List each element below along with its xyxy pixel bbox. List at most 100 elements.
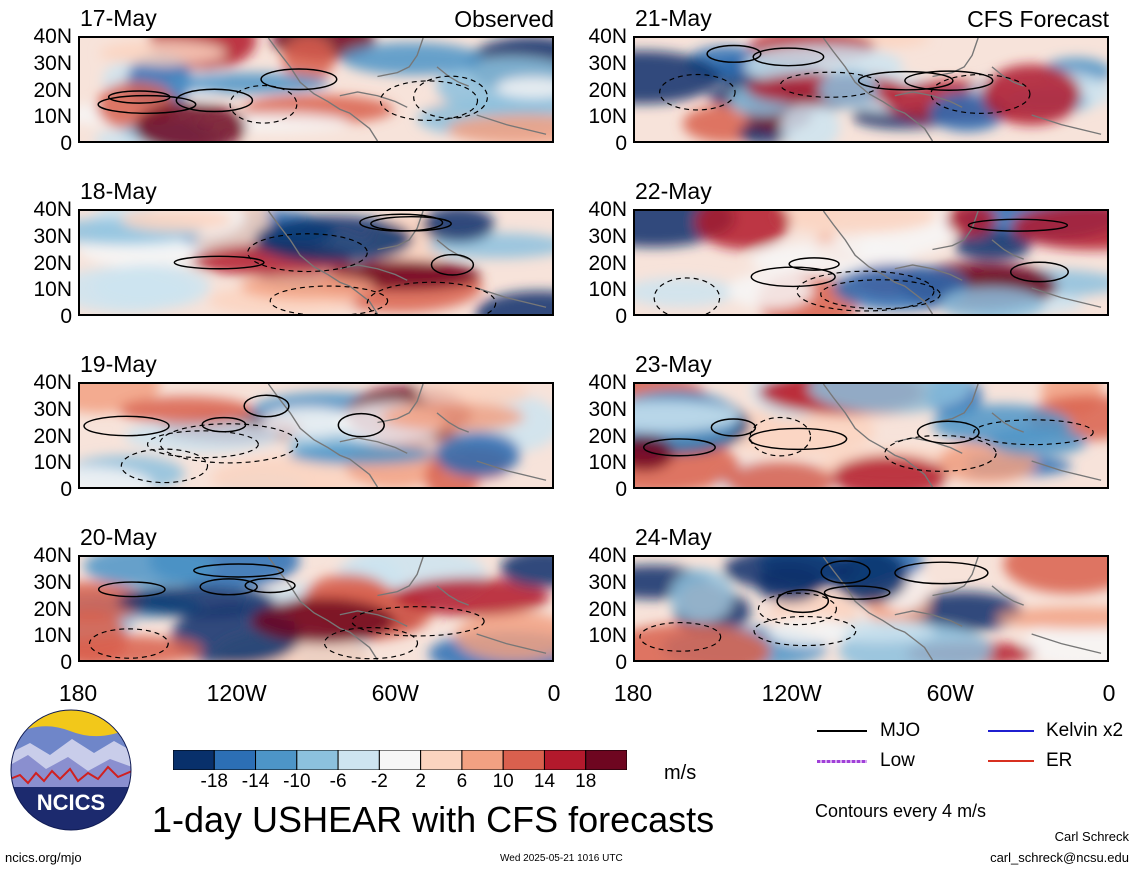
colorbar-swatch — [255, 749, 298, 771]
map-frame — [633, 382, 1109, 489]
lat-tick-label: 40N — [588, 25, 627, 48]
mjo-contour-negative — [366, 281, 497, 314]
panel-date: 22-May — [635, 178, 712, 204]
colorbar — [172, 749, 628, 771]
shear-anomaly — [99, 40, 226, 66]
coastline — [267, 557, 547, 660]
colorbar-swatch — [502, 749, 545, 771]
panel-date: 17-May — [80, 5, 157, 31]
shear-field — [80, 384, 552, 487]
shear-field — [635, 38, 1107, 141]
shear-anomaly — [124, 419, 280, 453]
shear-anomaly — [118, 396, 254, 425]
coastline — [822, 38, 1102, 141]
legend-kelvin-label: Kelvin x2 — [1046, 720, 1124, 741]
lat-tick-label: 30N — [33, 570, 72, 594]
panel-date: 23-May — [635, 351, 712, 377]
lon-tick-label: 0 — [1102, 680, 1116, 706]
shear-anomaly — [725, 462, 835, 487]
shear-anomaly — [905, 591, 1023, 632]
mjo-contour-positive — [894, 561, 989, 585]
mjo-contour-positive — [83, 415, 170, 437]
colorbar-swatch — [461, 749, 504, 771]
colorbar-tick-label: 14 — [533, 771, 556, 792]
map-frame — [78, 209, 554, 316]
lat-tick-label: 40N — [588, 544, 627, 567]
shear-anomaly — [447, 114, 552, 141]
ncics-logo: NCICS — [10, 709, 132, 831]
legend-er-line — [988, 760, 1034, 762]
mjo-contour-positive — [904, 70, 994, 91]
mjo-contour-negative — [323, 626, 419, 660]
mjo-contour-positive — [337, 412, 385, 438]
legend-low-label: Low — [880, 750, 915, 771]
shear-anomaly — [251, 598, 395, 644]
shear-field — [80, 211, 552, 314]
mjo-contour-negative — [379, 80, 479, 121]
lat-tick-label: 0 — [615, 478, 627, 501]
lat-tick-label: 20N — [588, 597, 627, 621]
mjo-contour-positive — [967, 218, 1069, 232]
mjo-contour-positive — [706, 44, 762, 63]
shear-anomaly — [831, 455, 947, 487]
lat-tick-label: 10N — [33, 451, 72, 475]
legend-mjo-line — [817, 730, 867, 732]
mjo-contour-positive — [857, 70, 954, 91]
colorbar-tick-label: -2 — [370, 771, 388, 792]
lat-tick-label: 10N — [33, 624, 72, 648]
shear-anomaly — [755, 564, 824, 603]
mjo-contour-negative — [753, 615, 857, 647]
shear-anomaly — [727, 272, 814, 309]
mjo-contour-negative — [269, 285, 389, 314]
lon-tick-label: 60W — [926, 680, 974, 706]
footer-url[interactable]: ncics.org/mjo — [5, 850, 82, 865]
colorbar-swatch — [172, 749, 215, 771]
panel-date: 21-May — [635, 5, 712, 31]
shear-anomaly — [80, 384, 161, 414]
shear-field — [80, 557, 552, 660]
colorbar-swatch — [213, 749, 257, 771]
mjo-contour-positive — [175, 88, 254, 113]
shear-anomaly — [80, 581, 146, 623]
lon-tick-label: 0 — [547, 680, 561, 706]
shear-anomaly — [773, 211, 937, 234]
shear-anomaly — [496, 76, 552, 99]
shear-anomaly — [434, 432, 521, 477]
footer-email[interactable]: carl_schreck@ncsu.edu — [990, 850, 1129, 865]
shear-anomaly — [954, 230, 1032, 261]
mjo-contour-negative — [146, 430, 259, 459]
shear-anomaly — [240, 273, 375, 300]
shear-anomaly — [818, 70, 879, 109]
panel-source-label: Observed — [454, 6, 554, 32]
mjo-contour-negative — [88, 628, 169, 659]
lat-tick-label: 40N — [588, 198, 627, 221]
shear-field — [635, 211, 1107, 314]
panel-date: 20-May — [80, 524, 157, 550]
lon-tick-label: 60W — [371, 680, 419, 706]
mjo-contour-positive — [199, 578, 258, 596]
panel-source-label: CFS Forecast — [967, 6, 1109, 32]
shear-anomaly — [500, 557, 552, 588]
colorbar-swatches — [172, 749, 628, 771]
shear-anomaly — [475, 290, 552, 314]
mjo-contour-negative — [351, 606, 485, 637]
mjo-contour-positive — [820, 560, 871, 584]
mjo-contour-positive — [243, 394, 290, 418]
shear-anomaly — [832, 264, 969, 311]
lat-tick-label: 20N — [588, 78, 627, 102]
mjo-contour-positive — [193, 563, 285, 578]
mjo-contour-positive — [370, 215, 452, 232]
shear-anomaly — [210, 456, 363, 487]
mjo-contour-positive — [748, 427, 848, 451]
lat-tick-label: 0 — [60, 478, 72, 501]
coastline — [267, 211, 547, 314]
shear-anomaly — [996, 606, 1107, 630]
colorbar-tick-label: 2 — [415, 771, 426, 792]
shear-anomaly — [436, 57, 552, 117]
mjo-contour-negative — [120, 448, 209, 484]
shear-anomaly — [635, 50, 721, 104]
shear-anomaly — [120, 211, 233, 232]
mjo-contour-positive — [173, 255, 265, 270]
panel-date: 19-May — [80, 351, 157, 377]
colorbar-swatch — [378, 749, 422, 771]
